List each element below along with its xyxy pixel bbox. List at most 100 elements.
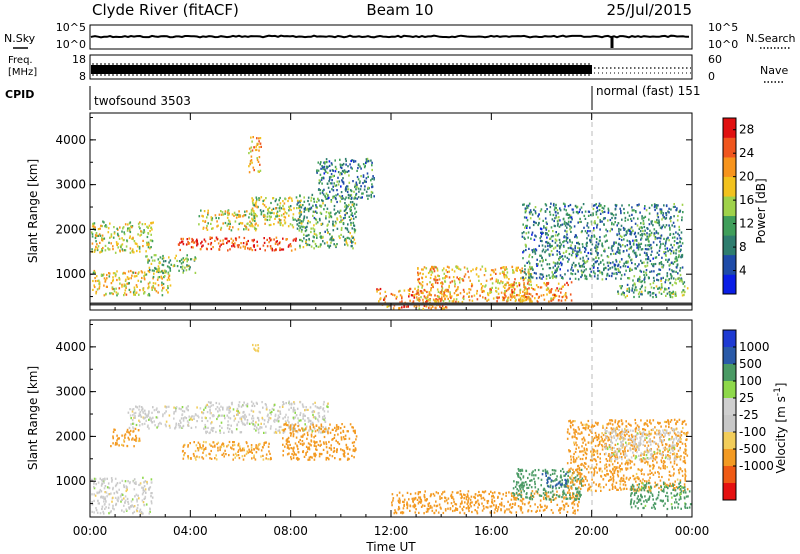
data-cell bbox=[584, 274, 586, 277]
data-cell bbox=[252, 209, 255, 212]
data-cell bbox=[103, 277, 106, 280]
data-cell bbox=[263, 214, 266, 217]
data-cell bbox=[672, 250, 675, 253]
data-cell bbox=[245, 415, 247, 418]
data-cell bbox=[201, 240, 203, 243]
data-cell bbox=[214, 457, 216, 460]
data-cell bbox=[326, 405, 328, 408]
data-cell bbox=[183, 410, 186, 413]
data-cell bbox=[446, 295, 448, 298]
data-cell bbox=[283, 423, 285, 426]
data-cell bbox=[524, 271, 526, 274]
data-cell bbox=[314, 242, 317, 246]
data-cell bbox=[313, 440, 315, 443]
data-cell bbox=[511, 291, 514, 294]
data-cell bbox=[228, 427, 231, 431]
data-cell bbox=[512, 295, 514, 298]
data-cell bbox=[528, 276, 531, 279]
data-cell bbox=[216, 238, 219, 241]
data-cell bbox=[580, 220, 582, 223]
data-cell bbox=[638, 280, 641, 283]
data-cell bbox=[565, 296, 568, 299]
data-cell bbox=[492, 270, 495, 273]
data-cell bbox=[187, 421, 190, 424]
data-cell bbox=[256, 402, 258, 405]
data-cell bbox=[526, 219, 529, 222]
data-cell bbox=[352, 180, 354, 183]
data-cell bbox=[300, 210, 303, 214]
data-cell bbox=[211, 217, 214, 220]
data-cell bbox=[180, 408, 182, 411]
data-cell bbox=[349, 163, 351, 166]
data-cell bbox=[554, 211, 557, 214]
data-cell bbox=[153, 269, 155, 272]
data-cell bbox=[116, 227, 118, 230]
data-cell bbox=[635, 286, 637, 289]
data-cell bbox=[643, 261, 645, 264]
data-cell bbox=[348, 181, 351, 184]
data-cell bbox=[601, 220, 603, 223]
data-cell bbox=[632, 229, 634, 232]
data-cell bbox=[93, 480, 95, 483]
data-cell bbox=[130, 225, 132, 228]
data-cell bbox=[624, 261, 627, 264]
data-cell bbox=[204, 220, 206, 223]
data-cell bbox=[462, 297, 465, 301]
data-cell bbox=[566, 281, 568, 284]
data-cell bbox=[313, 210, 316, 214]
data-cell bbox=[220, 446, 223, 449]
data-cell bbox=[355, 435, 358, 438]
data-cell bbox=[351, 159, 353, 162]
data-cell bbox=[499, 282, 501, 285]
data-cell bbox=[649, 233, 652, 237]
data-cell bbox=[365, 160, 368, 163]
data-cell bbox=[673, 260, 676, 264]
data-cell bbox=[227, 249, 229, 252]
data-cell bbox=[506, 281, 509, 284]
data-cell bbox=[206, 419, 209, 423]
data-cell bbox=[195, 444, 198, 447]
data-cell bbox=[301, 435, 304, 438]
data-cell bbox=[544, 217, 547, 220]
colorbar-segment bbox=[723, 254, 736, 275]
data-cell bbox=[549, 210, 551, 213]
data-cell bbox=[583, 265, 585, 268]
data-cell bbox=[611, 272, 613, 275]
data-cell bbox=[95, 275, 98, 278]
data-cell bbox=[649, 294, 652, 297]
data-cell bbox=[658, 253, 660, 256]
data-cell bbox=[320, 452, 322, 456]
data-cell bbox=[683, 293, 685, 297]
data-cell bbox=[679, 267, 682, 270]
data-cell bbox=[282, 417, 284, 420]
data-cell bbox=[206, 248, 208, 251]
data-cell bbox=[327, 402, 329, 405]
data-cell bbox=[303, 455, 306, 458]
power-data-cells bbox=[91, 136, 689, 310]
data-cell bbox=[108, 275, 111, 278]
data-cell bbox=[583, 226, 585, 229]
data-cell bbox=[463, 290, 465, 293]
data-cell bbox=[113, 232, 116, 235]
data-cell bbox=[98, 285, 101, 288]
data-cell bbox=[638, 227, 641, 230]
data-cell bbox=[568, 258, 570, 261]
data-cell bbox=[612, 261, 614, 264]
data-cell bbox=[660, 284, 663, 287]
data-cell bbox=[356, 175, 359, 179]
data-cell bbox=[210, 401, 212, 404]
data-cell bbox=[96, 234, 98, 238]
data-cell bbox=[582, 256, 584, 259]
data-cell bbox=[292, 433, 295, 436]
data-cell bbox=[254, 212, 257, 216]
data-cell bbox=[313, 232, 316, 235]
data-cell bbox=[252, 136, 254, 139]
data-cell bbox=[284, 428, 287, 431]
data-cell bbox=[371, 183, 373, 186]
data-cell bbox=[319, 163, 321, 166]
data-cell bbox=[644, 205, 646, 208]
data-cell bbox=[341, 449, 344, 452]
data-cell bbox=[341, 173, 343, 176]
data-cell bbox=[626, 249, 628, 252]
data-cell bbox=[578, 247, 581, 250]
